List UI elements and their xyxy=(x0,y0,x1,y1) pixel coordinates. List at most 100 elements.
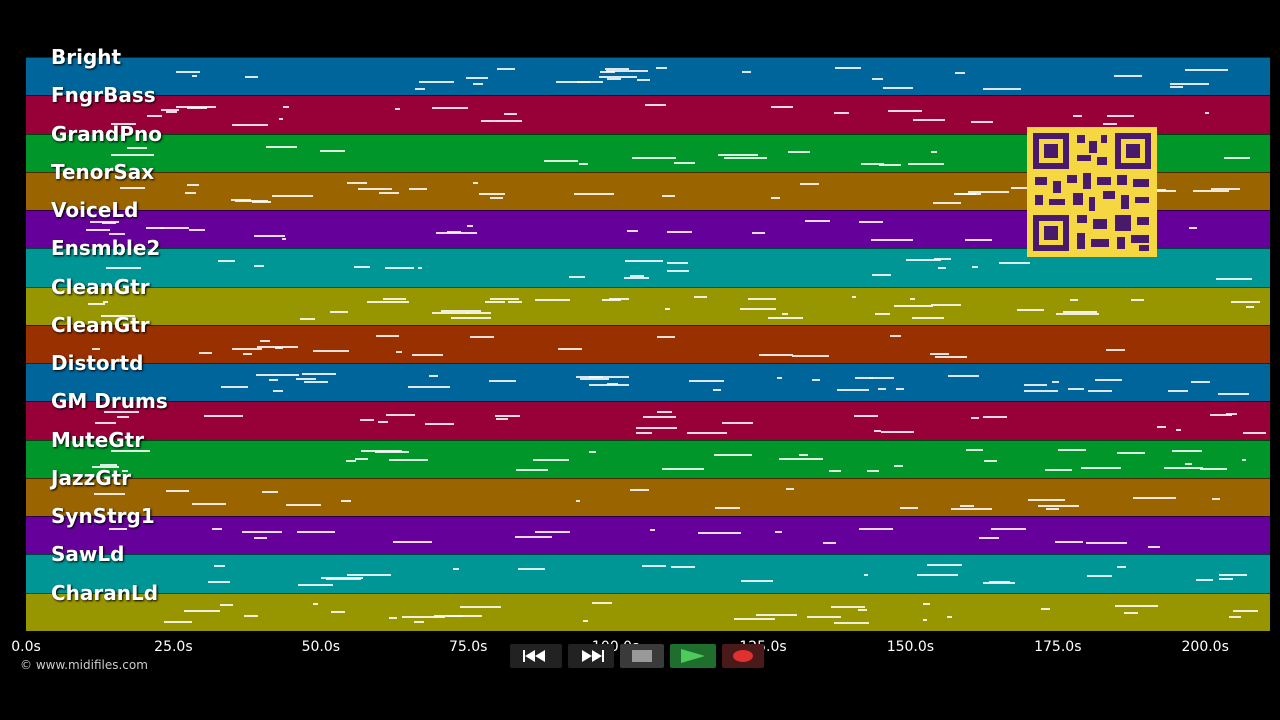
note-mark xyxy=(299,317,316,320)
note-mark xyxy=(1205,112,1210,115)
note-mark xyxy=(376,335,400,338)
note-mark xyxy=(1169,85,1184,88)
note-mark xyxy=(978,537,1000,540)
note-mark xyxy=(733,618,776,621)
note-mark xyxy=(1063,310,1098,313)
note-mark xyxy=(785,488,795,491)
time-tick-label: 150.0s xyxy=(886,639,935,655)
note-mark xyxy=(108,528,127,531)
note-mark xyxy=(278,118,283,121)
note-mark xyxy=(607,78,621,81)
note-mark xyxy=(367,300,410,303)
note-mark xyxy=(982,87,1022,90)
note-mark xyxy=(374,450,410,453)
note-mark xyxy=(435,232,478,235)
note-mark xyxy=(858,609,867,612)
note-mark xyxy=(601,298,621,301)
note-mark xyxy=(469,335,494,338)
note-mark xyxy=(312,602,319,605)
note-mark xyxy=(431,312,469,315)
note-mark xyxy=(579,377,609,380)
note-mark xyxy=(1103,122,1117,125)
note-mark xyxy=(1010,186,1043,189)
track-label: TenorSax xyxy=(51,159,155,184)
note-mark xyxy=(1114,75,1142,78)
note-mark xyxy=(739,308,777,311)
stop-icon xyxy=(632,650,652,662)
note-mark xyxy=(656,411,672,414)
note-mark xyxy=(295,378,316,381)
stop-button[interactable] xyxy=(620,644,664,668)
note-mark xyxy=(771,106,793,109)
note-mark xyxy=(358,187,392,190)
note-mark xyxy=(220,604,234,607)
note-mark xyxy=(860,162,885,165)
note-mark xyxy=(507,300,522,303)
note-mark xyxy=(721,422,753,425)
note-mark xyxy=(1088,389,1113,392)
note-mark xyxy=(1038,504,1079,507)
note-mark xyxy=(382,297,406,300)
note-mark xyxy=(799,182,820,185)
note-mark xyxy=(245,76,259,79)
note-mark xyxy=(345,460,356,462)
note-mark xyxy=(266,146,298,149)
note-mark xyxy=(635,426,678,429)
note-mark xyxy=(1133,497,1177,500)
rewind-button[interactable] xyxy=(510,644,562,668)
note-mark xyxy=(433,615,464,618)
fast-forward-button[interactable] xyxy=(568,644,614,668)
note-mark xyxy=(1218,577,1233,580)
note-mark xyxy=(230,199,251,202)
note-mark xyxy=(894,304,933,307)
note-mark xyxy=(1055,540,1083,543)
note-mark xyxy=(575,499,581,502)
note-mark xyxy=(916,574,958,577)
note-mark xyxy=(192,503,227,506)
note-mark xyxy=(518,567,546,570)
note-mark xyxy=(645,104,666,107)
note-mark xyxy=(1045,507,1060,510)
note-mark xyxy=(88,302,105,305)
note-mark xyxy=(1195,579,1213,582)
record-button[interactable] xyxy=(722,644,764,668)
note-mark xyxy=(253,536,268,539)
note-mark xyxy=(686,431,727,434)
note-mark xyxy=(1212,497,1221,500)
note-mark xyxy=(798,454,809,457)
note-mark xyxy=(1167,390,1189,393)
note-mark xyxy=(874,430,881,433)
note-mark xyxy=(166,111,178,114)
note-mark xyxy=(257,345,298,348)
note-mark xyxy=(990,528,1026,531)
note-mark xyxy=(1184,462,1193,465)
note-mark xyxy=(242,352,252,355)
play-button[interactable] xyxy=(670,644,716,668)
note-mark xyxy=(599,71,615,74)
note-mark xyxy=(859,527,893,530)
note-mark xyxy=(166,490,189,493)
note-mark xyxy=(934,257,951,260)
note-mark xyxy=(1217,392,1249,395)
note-mark xyxy=(970,120,993,123)
note-mark xyxy=(890,335,902,338)
note-mark xyxy=(870,238,913,241)
note-mark xyxy=(556,80,591,83)
note-mark xyxy=(968,190,1009,193)
note-mark xyxy=(1045,469,1073,472)
note-mark xyxy=(95,422,116,425)
note-mark xyxy=(176,106,216,109)
note-mark xyxy=(859,221,883,224)
note-mark xyxy=(105,266,141,269)
time-tick-label: 25.0s xyxy=(154,639,193,655)
note-mark xyxy=(811,379,821,382)
note-mark xyxy=(467,224,474,227)
note-mark xyxy=(664,308,671,311)
note-mark xyxy=(353,265,370,268)
note-mark xyxy=(466,77,488,80)
note-mark xyxy=(297,531,335,534)
note-mark xyxy=(466,312,491,315)
note-mark xyxy=(234,199,268,202)
note-mark xyxy=(504,113,517,116)
note-mark xyxy=(558,347,583,350)
